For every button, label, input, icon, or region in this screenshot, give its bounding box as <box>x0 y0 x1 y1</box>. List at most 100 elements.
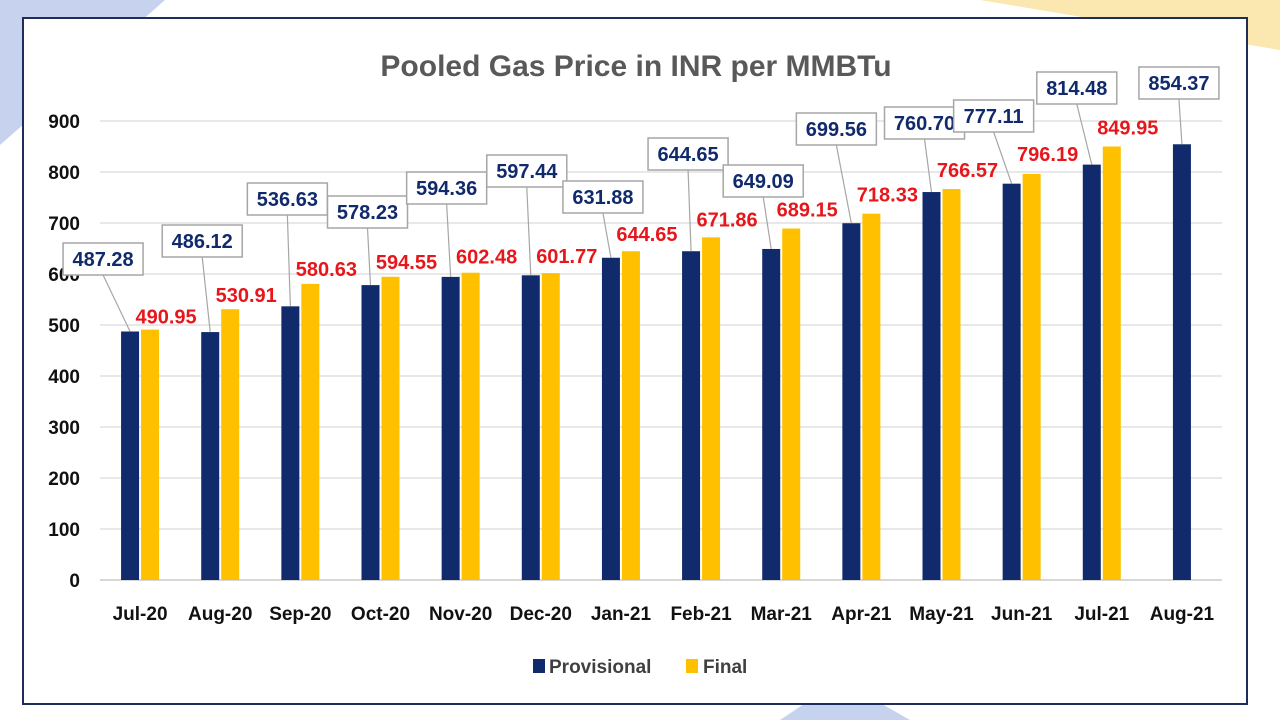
callout-leader <box>1076 103 1093 165</box>
bar-provisional <box>201 332 220 580</box>
y-tick-label: 800 <box>48 163 80 184</box>
callout-box <box>883 106 966 140</box>
data-label-provisional: 486.12 <box>172 231 233 253</box>
callout-leader <box>446 203 452 277</box>
x-category-label: Jun-21 <box>991 604 1053 625</box>
data-label-final: 602.48 <box>456 247 517 269</box>
bar-provisional <box>521 275 540 580</box>
y-tick-label: 300 <box>48 418 80 439</box>
y-tick-label: 200 <box>48 469 80 490</box>
data-label-final: 594.55 <box>376 252 437 274</box>
data-label-final: 580.63 <box>296 259 357 281</box>
x-category-label: Jul-20 <box>113 604 168 625</box>
bar-final <box>541 273 560 580</box>
data-label-provisional: 597.44 <box>496 161 558 183</box>
bar-provisional <box>1002 183 1021 581</box>
callout-leader <box>762 196 772 250</box>
data-labels: 487.28 490.95 486.12 530.91 536.63 580.63 578.… <box>62 66 1220 329</box>
data-label-provisional: 854.37 <box>1148 73 1209 95</box>
y-tick-label: 500 <box>48 316 80 337</box>
bar-final <box>782 228 801 580</box>
callout-box <box>1036 71 1118 105</box>
bar-provisional <box>441 276 460 580</box>
data-label-final: 766.57 <box>937 160 998 182</box>
callout-box <box>405 171 488 205</box>
y-tick-label: 400 <box>48 367 80 388</box>
y-tick-label: 700 <box>48 214 80 235</box>
legend-label-final: Final <box>703 657 747 678</box>
bars <box>121 144 1191 581</box>
data-label-final: 601.77 <box>536 246 597 268</box>
callout-box <box>722 164 804 198</box>
callout-leader <box>835 144 852 224</box>
callout-leader <box>526 186 532 276</box>
data-label-final: 849.95 <box>1097 118 1158 140</box>
callout-leader <box>602 212 612 258</box>
data-label-provisional: 649.09 <box>733 171 794 193</box>
data-label-provisional: 578.23 <box>337 202 398 224</box>
x-category-label: Oct-20 <box>351 604 410 625</box>
bar-final <box>301 283 320 580</box>
callout-leader <box>687 169 692 252</box>
bar-provisional <box>1082 164 1101 580</box>
x-category-label: Apr-21 <box>831 604 892 625</box>
callout-box <box>952 99 1035 133</box>
bar-provisional <box>682 251 701 580</box>
callout-leader <box>923 138 933 193</box>
x-category-label: Sep-20 <box>269 604 331 625</box>
callout-leader <box>102 274 131 332</box>
data-label-final: 490.95 <box>135 307 196 329</box>
bar-provisional <box>842 223 861 580</box>
callout-box <box>795 112 878 146</box>
data-label-final: 644.65 <box>616 224 677 246</box>
y-tick-label: 0 <box>69 571 80 592</box>
x-axis-categories: Jul-20 Aug-20 Sep-20 Oct-20 Nov-20 Dec-20 Jan-… <box>113 604 1215 625</box>
x-category-label: May-21 <box>909 604 974 625</box>
callout-box <box>1138 66 1220 100</box>
x-category-label: Jul-21 <box>1074 604 1129 625</box>
bar-provisional <box>361 285 380 580</box>
bar-provisional <box>281 306 300 580</box>
bar-provisional <box>601 257 620 580</box>
x-category-label: Feb-21 <box>670 604 732 625</box>
bar-final <box>461 272 480 580</box>
data-label-provisional: 594.36 <box>416 178 477 200</box>
callout-leaders <box>102 98 1183 333</box>
bar-final <box>942 189 961 580</box>
callout-leader <box>201 256 211 333</box>
y-axis-ticks: 0100200300400500600700800900 <box>48 112 80 592</box>
data-label-final: 689.15 <box>777 200 838 222</box>
data-label-provisional: 814.48 <box>1046 78 1107 100</box>
bar-final <box>221 309 240 580</box>
x-category-label: Nov-20 <box>429 604 492 625</box>
bar-provisional <box>762 248 781 580</box>
bar-final <box>141 329 160 580</box>
callout-box <box>486 154 568 188</box>
callout-box <box>647 137 729 171</box>
x-category-label: Jan-21 <box>591 604 652 625</box>
bar-final <box>621 251 640 580</box>
data-label-provisional: 644.65 <box>657 144 718 166</box>
legend-label-provisional: Provisional <box>549 657 651 678</box>
legend-swatch-provisional <box>533 659 545 673</box>
bar-final <box>862 213 881 580</box>
data-label-final: 796.19 <box>1017 144 1078 166</box>
bar-final <box>1022 173 1041 580</box>
x-category-label: Dec-20 <box>510 604 572 625</box>
callout-box <box>246 182 329 216</box>
data-label-final: 671.86 <box>696 209 757 231</box>
legend: Provisional Final <box>533 657 747 678</box>
callout-leader <box>286 214 291 307</box>
data-label-provisional: 631.88 <box>572 187 633 209</box>
data-label-provisional: 536.63 <box>257 189 318 211</box>
data-label-provisional: 699.56 <box>806 119 867 141</box>
x-category-label: Aug-20 <box>188 604 252 625</box>
callout-leader <box>993 131 1013 184</box>
bar-final <box>381 276 400 580</box>
callout-box <box>161 224 243 258</box>
chart-title: Pooled Gas Price in INR per MMBTu <box>380 50 891 83</box>
bar-final <box>1102 146 1121 580</box>
bar-provisional <box>922 192 941 580</box>
callout-leader <box>366 227 372 286</box>
bar-provisional <box>1172 144 1191 580</box>
